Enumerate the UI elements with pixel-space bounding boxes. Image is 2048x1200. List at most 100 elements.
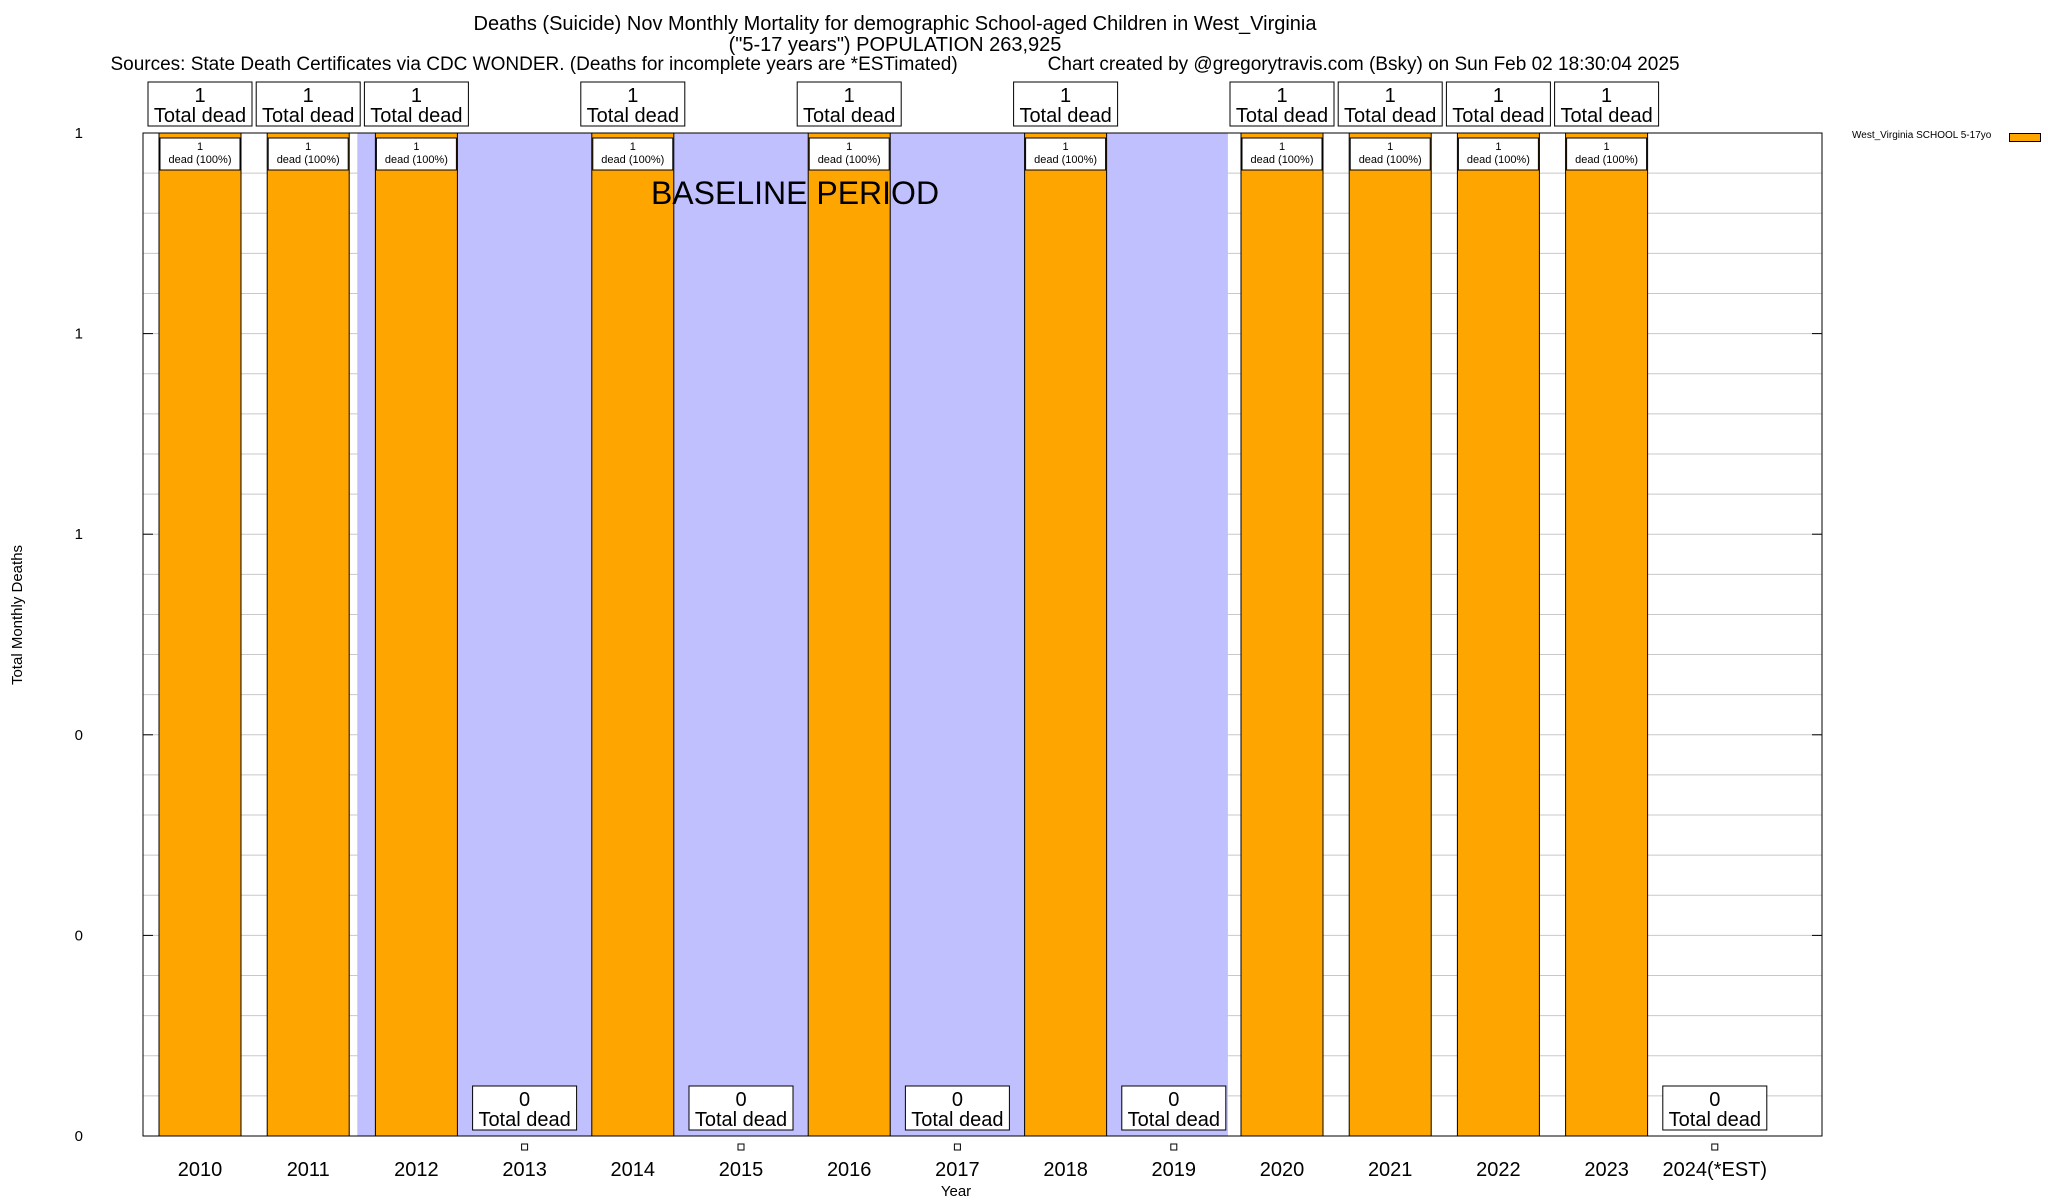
- bar-label-box: [1349, 137, 1431, 171]
- total-label-count: 0: [1709, 1089, 1720, 1111]
- y-tick-label: 0: [75, 1128, 83, 1145]
- bar-label-count: 1: [846, 141, 852, 153]
- total-label-text: Total dead: [1019, 105, 1111, 127]
- bar-label-count: 1: [1279, 141, 1285, 153]
- total-label-count: 0: [1168, 1089, 1179, 1111]
- bar-label-count: 1: [1387, 141, 1393, 153]
- credit-text: Chart created by @gregorytravis.com (Bsk…: [1047, 54, 1680, 75]
- total-label-count: 0: [519, 1089, 530, 1111]
- bar: [1456, 132, 1540, 1137]
- sources-text: Sources: State Death Certificates via CD…: [110, 54, 958, 75]
- total-label-box: [580, 81, 686, 127]
- total-label-count: 0: [735, 1089, 746, 1111]
- bar-label-count: 1: [630, 141, 636, 153]
- x-tick-label: 2010: [178, 1159, 223, 1181]
- bar: [374, 132, 458, 1137]
- total-label-count: 1: [194, 85, 205, 107]
- total-label-box: [255, 81, 361, 127]
- x-tick-label: 2017: [935, 1159, 980, 1181]
- bar-label-box: [808, 137, 890, 171]
- bar-label-percent: dead (100%): [1034, 154, 1097, 166]
- bar-label-count: 1: [1495, 141, 1501, 153]
- bar-label-percent: dead (100%): [1467, 154, 1530, 166]
- x-tick-label: 2023: [1584, 1159, 1629, 1181]
- total-label-box: [1337, 81, 1443, 127]
- zero-value-marker: [1711, 1143, 1719, 1151]
- bar-label-percent: dead (100%): [169, 154, 232, 166]
- total-label-text: Total dead: [478, 1109, 570, 1131]
- total-label-text: Total dead: [1236, 105, 1328, 127]
- total-label-count: 1: [411, 85, 422, 107]
- bar: [591, 132, 675, 1137]
- legend-label: West_Virginia SCHOOL 5-17yo: [1852, 130, 1992, 141]
- bar-label-count: 1: [413, 141, 419, 153]
- bar-label-box: [1241, 137, 1323, 171]
- total-label-box: [1445, 81, 1551, 127]
- zero-value-marker: [953, 1143, 961, 1151]
- x-tick-label: 2024(*EST): [1663, 1159, 1768, 1181]
- x-tick-label: 2022: [1476, 1159, 1521, 1181]
- total-label-count: 1: [1060, 85, 1071, 107]
- bar-label-percent: dead (100%): [1359, 154, 1422, 166]
- x-tick-label: 2011: [287, 1159, 330, 1181]
- total-label-text: Total dead: [911, 1109, 1003, 1131]
- bar: [1024, 132, 1108, 1137]
- zero-value-marker: [737, 1143, 745, 1151]
- total-label-box: [147, 81, 253, 127]
- bar-label-count: 1: [197, 141, 203, 153]
- total-label-text: Total dead: [587, 105, 679, 127]
- total-label-text: Total dead: [803, 105, 895, 127]
- total-label-count: 1: [1276, 85, 1287, 107]
- y-tick-label: 1: [75, 526, 83, 543]
- total-label-box: [1013, 81, 1119, 127]
- bar-label-count: 1: [305, 141, 311, 153]
- bar: [1565, 132, 1649, 1137]
- bar-label-percent: dead (100%): [1575, 154, 1638, 166]
- total-label-text: Total dead: [695, 1109, 787, 1131]
- total-label-count: 0: [952, 1089, 963, 1111]
- total-label-text: Total dead: [1128, 1109, 1220, 1131]
- x-tick-label: 2019: [1152, 1159, 1197, 1181]
- zero-value-marker: [521, 1143, 529, 1151]
- total-label-box: [796, 81, 902, 127]
- bar-label-percent: dead (100%): [277, 154, 340, 166]
- total-label-count: 1: [1385, 85, 1396, 107]
- total-label-box: [688, 1085, 794, 1131]
- x-tick-label: 2016: [827, 1159, 872, 1181]
- bar-label-count: 1: [1063, 141, 1069, 153]
- bar: [1348, 132, 1432, 1137]
- x-tick-label: 2013: [502, 1159, 547, 1181]
- x-tick-label: 2014: [611, 1159, 656, 1181]
- bar-label-percent: dead (100%): [385, 154, 448, 166]
- zero-value-marker: [1170, 1143, 1178, 1151]
- plot-frame: [142, 132, 1823, 1137]
- total-label-count: 1: [303, 85, 314, 107]
- total-label-box: [1554, 81, 1660, 127]
- y-tick-label: 1: [75, 326, 83, 343]
- total-label-text: Total dead: [1669, 1109, 1761, 1131]
- bar-label-box: [159, 137, 241, 171]
- bar: [1240, 132, 1324, 1137]
- total-label-count: 1: [844, 85, 855, 107]
- legend-swatch: [2009, 133, 2041, 142]
- bar: [266, 132, 350, 1137]
- x-tick-label: 2020: [1260, 1159, 1305, 1181]
- bar-label-percent: dead (100%): [1251, 154, 1314, 166]
- total-label-count: 1: [1601, 85, 1612, 107]
- total-label-box: [363, 81, 469, 127]
- x-axis-label: Year: [941, 1183, 971, 1200]
- bar-label-count: 1: [1604, 141, 1610, 153]
- total-label-box: [1229, 81, 1335, 127]
- y-tick-label: 1: [75, 125, 83, 142]
- bar-label-percent: dead (100%): [601, 154, 664, 166]
- bar-label-box: [267, 137, 349, 171]
- total-label-count: 1: [627, 85, 638, 107]
- bar: [807, 132, 891, 1137]
- total-label-box: [1121, 1085, 1227, 1131]
- total-label-text: Total dead: [370, 105, 462, 127]
- bar-label-box: [1457, 137, 1539, 171]
- chart-title: Deaths (Suicide) Nov Monthly Mortality f…: [473, 13, 1317, 35]
- chart-subtitle: ("5-17 years") POPULATION 263,925: [728, 34, 1062, 56]
- total-label-box: [904, 1085, 1010, 1131]
- total-label-text: Total dead: [1344, 105, 1436, 127]
